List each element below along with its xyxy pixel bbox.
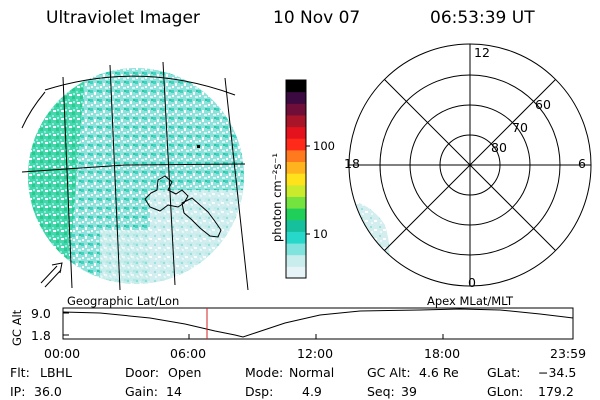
x-tick-0000: 00:00: [44, 346, 81, 361]
flt-value: LBHL: [40, 365, 72, 380]
seq-label: Seq:: [367, 384, 395, 399]
time-label: 06:53:39 UT: [430, 8, 535, 28]
x-tick-2359: 23:59: [550, 346, 587, 361]
colorbar-stripe: [286, 231, 306, 244]
glon-label: GLon:: [487, 384, 524, 399]
y-tick-1-8: 1.8: [31, 328, 51, 343]
colorbar-stripe: [286, 184, 306, 197]
geographic-image: [21, 61, 249, 291]
colorbar-tick-10: 10: [313, 227, 328, 241]
ip-label: IP:: [10, 384, 26, 399]
colorbar-stripe: [286, 149, 306, 163]
colorbar-stripe: [286, 173, 306, 186]
latlon-grid: [21, 61, 249, 291]
gcalt-value: 4.6 Re: [419, 365, 459, 380]
subsatellite-point: [197, 145, 200, 148]
date-label: 10 Nov 07: [273, 8, 361, 28]
colorbar-stripe: [286, 243, 306, 256]
colorbar-stripe: [286, 208, 306, 221]
flt-label: Flt:: [10, 365, 30, 380]
colorbar-stripe: [286, 219, 306, 232]
geographic-label: Geographic Lat/Lon: [67, 294, 180, 308]
mlt-label-12: 12: [474, 45, 490, 60]
mlt-label-18: 18: [344, 156, 360, 171]
colorbar-stripe: [286, 196, 306, 209]
seq-value: 39: [401, 384, 417, 399]
x-tick-1200: 12:00: [297, 346, 334, 361]
door-label: Door:: [125, 365, 160, 380]
colorbar-stripe: [286, 161, 306, 174]
colorbar-stripe: [286, 80, 306, 93]
gcalt-label: GC Alt:: [367, 365, 411, 380]
mode-label: Mode:: [245, 365, 284, 380]
gc-alt-axis-label: GC Alt: [10, 309, 24, 346]
colorbar-stripe: [286, 91, 306, 104]
colorbar-unit-label: photon cm⁻²s⁻¹: [270, 153, 284, 242]
mlt-label-6: 6: [578, 156, 586, 171]
mode-value: Normal: [289, 365, 335, 380]
dsp-value: 4.9: [302, 384, 322, 399]
x-tick-0600: 06:00: [170, 346, 207, 361]
mlat-label-60: 60: [535, 97, 551, 112]
altitude-timeline: [62, 307, 574, 340]
ip-value: 36.0: [34, 384, 62, 399]
colorbar-stripe: [286, 114, 306, 128]
mlat-label-80: 80: [491, 140, 507, 155]
polar-plot: [348, 43, 592, 287]
altitude-curve: [62, 308, 574, 338]
colorbar-stripe: [286, 254, 306, 267]
polar-grid: [348, 43, 592, 287]
mlat-label-70: 70: [512, 120, 528, 135]
coastline: [144, 175, 222, 238]
colorbar-stripe: [286, 103, 306, 116]
gain-label: Gain:: [125, 384, 158, 399]
colorbar-stripe: [286, 126, 306, 139]
colorbar-stripe: [286, 138, 306, 151]
y-tick-9: 9.0: [31, 306, 51, 321]
dsp-label: Dsp:: [245, 384, 274, 399]
x-tick-1800: 18:00: [424, 346, 461, 361]
glon-value: 179.2: [538, 384, 574, 399]
colorbar-stripe: [286, 266, 306, 279]
glat-value: −34.5: [538, 365, 577, 380]
instrument-title: Ultraviolet Imager: [46, 8, 200, 28]
apex-label: Apex MLat/MLT: [427, 294, 514, 308]
glat-label: GLat:: [487, 365, 521, 380]
door-value: Open: [168, 365, 202, 380]
gain-value: 14: [166, 384, 182, 399]
colorbar-tick-100: 100: [313, 139, 335, 153]
mlt-label-0: 0: [468, 275, 476, 290]
color-bar: [285, 79, 310, 279]
sun-direction-arrow-icon: [40, 262, 63, 288]
